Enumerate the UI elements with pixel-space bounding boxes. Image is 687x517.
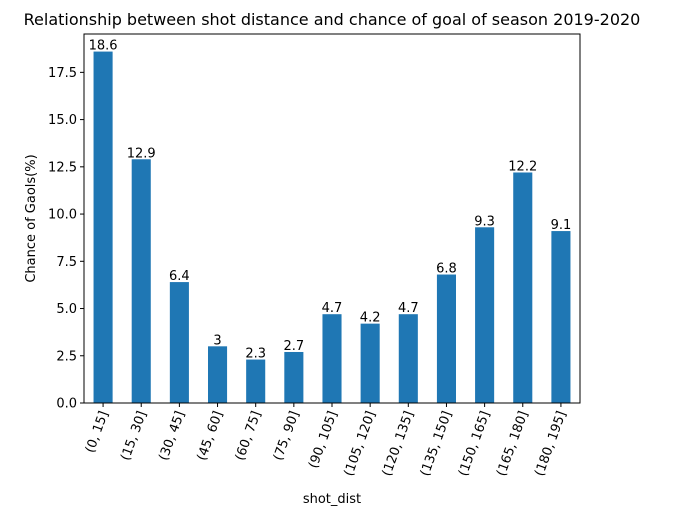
x-tick-label: (105, 120]	[342, 409, 379, 478]
data-label: 12.9	[127, 146, 156, 161]
y-tick-label: 17.5	[48, 66, 77, 81]
y-tick-label: 10.0	[48, 208, 77, 223]
x-tick-label: (75, 90]	[271, 409, 303, 463]
y-tick-label: 15.0	[48, 113, 77, 128]
bar	[284, 351, 304, 403]
data-label: 2.3	[245, 347, 266, 362]
chart-title: Relationship between shot distance and c…	[24, 10, 641, 29]
bar	[208, 346, 228, 403]
data-label: 12.2	[508, 159, 537, 174]
bar	[360, 323, 380, 403]
y-tick-label: 7.5	[56, 255, 77, 270]
x-tick-label: (0, 15]	[83, 409, 112, 455]
data-label: 9.1	[551, 218, 572, 233]
bar	[436, 274, 456, 403]
x-axis-label: shot_dist	[303, 492, 361, 507]
x-tick-label: (90, 105]	[306, 409, 341, 470]
data-label: 3	[213, 333, 221, 348]
data-label: 9.3	[474, 214, 495, 229]
axes-frame	[83, 33, 581, 404]
data-label: 6.4	[169, 269, 190, 284]
y-tick-label: 0.0	[56, 397, 77, 412]
x-tick-label: (60, 75]	[233, 409, 265, 463]
y-tick-label: 2.5	[56, 349, 77, 364]
x-tick-label: (30, 45]	[156, 409, 188, 463]
bar	[475, 227, 495, 403]
y-axis-label: Chance of Gaols(%)	[24, 154, 39, 282]
x-tick-label: (120, 135]	[380, 409, 417, 478]
data-label: 18.6	[89, 39, 118, 54]
y-tick-label: 12.5	[48, 160, 77, 175]
x-tick-label: (150, 165]	[456, 409, 493, 478]
x-tick-label: (15, 30]	[118, 409, 150, 463]
bar	[169, 282, 189, 403]
plot-area: 0.0 2.5 5.0 7.5 10.0 12.5 15.0 17.5 18.6 (0, 15] 1…	[48, 39, 571, 479]
bar	[398, 314, 418, 403]
data-label: 6.8	[436, 262, 457, 277]
bar	[551, 231, 571, 403]
bar	[322, 314, 342, 403]
x-tick-label: (165, 180]	[494, 409, 531, 478]
data-label: 2.7	[284, 339, 305, 354]
data-label: 4.7	[398, 301, 419, 316]
bar	[246, 359, 266, 403]
x-tick-label: (45, 60]	[195, 409, 227, 463]
y-tick-label: 5.0	[56, 302, 77, 317]
bar	[513, 172, 533, 403]
bar	[131, 159, 151, 403]
bar	[93, 51, 113, 403]
x-tick-label: (180, 195]	[532, 409, 569, 478]
x-tick-label: (135, 150]	[418, 409, 455, 478]
data-label: 4.7	[322, 301, 343, 316]
data-label: 4.2	[360, 311, 381, 326]
